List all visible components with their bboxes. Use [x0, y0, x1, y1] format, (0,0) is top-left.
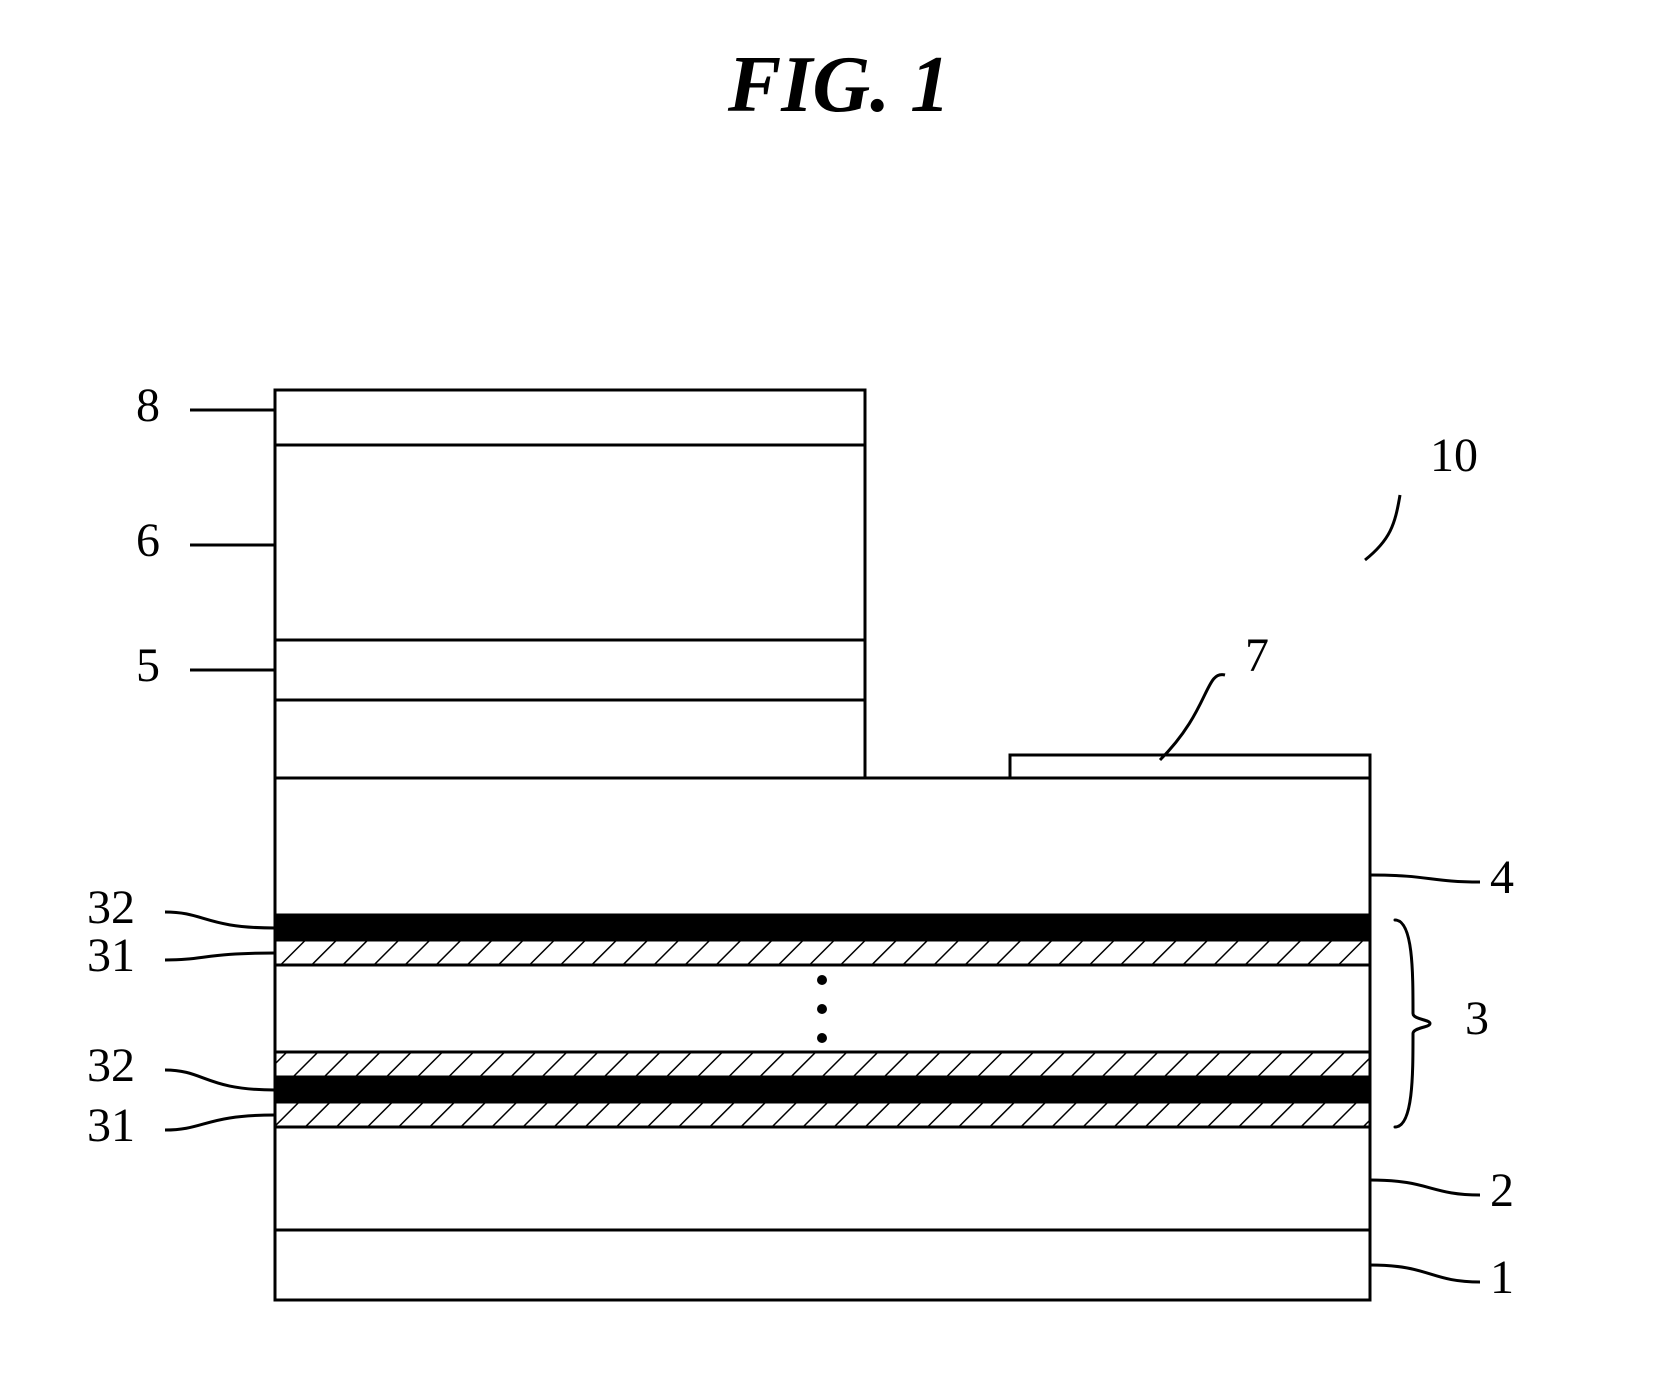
ellipsis-dot [817, 1033, 827, 1043]
layer-label-32u: 32 [87, 881, 135, 934]
layer-5 [275, 640, 865, 700]
layer-1 [275, 1230, 1370, 1300]
mesa-step [275, 700, 865, 778]
leader-hook-10 [1365, 495, 1400, 560]
figure-page: { "figure": { "title": "FIG. 1", "title_… [0, 0, 1678, 1379]
layer-label-4: 4 [1490, 851, 1514, 904]
layer-label-31l: 31 [87, 1099, 135, 1152]
layer-32-upper [275, 915, 1370, 940]
layer-31-upper [275, 940, 1370, 965]
layer-label-31u: 31 [87, 929, 135, 982]
region-label-3: 3 [1465, 992, 1489, 1045]
layer-2 [275, 1127, 1370, 1230]
layer-label-8: 8 [136, 379, 160, 432]
leader-line [165, 1070, 275, 1090]
assembly-label-10: 10 [1430, 429, 1478, 482]
layer-31-mid [275, 1052, 1370, 1077]
leader-line-7 [1160, 675, 1225, 760]
layer-label-7: 7 [1245, 629, 1269, 682]
layer-label-1: 1 [1490, 1251, 1514, 1304]
layer-31-lower [275, 1102, 1370, 1127]
layer-label-5: 5 [136, 639, 160, 692]
layer-4 [275, 778, 1370, 915]
layer-label-2: 2 [1490, 1164, 1514, 1217]
layer-6 [275, 445, 865, 640]
ellipsis-dot [817, 1004, 827, 1014]
leader-line [165, 1115, 275, 1130]
figure-diagram: 865323132314217103 [0, 0, 1678, 1379]
layer-label-32l: 32 [87, 1039, 135, 1092]
leader-line [165, 912, 275, 928]
layer-label-6: 6 [136, 514, 160, 567]
layer-8 [275, 390, 865, 445]
leader-line [1370, 1265, 1480, 1282]
brace-region-3 [1395, 920, 1430, 1127]
layer-32-lower [275, 1077, 1370, 1102]
ellipsis-dot [817, 975, 827, 985]
layer-7-pad [1010, 755, 1370, 778]
leader-line [1370, 1180, 1480, 1195]
leader-line [1370, 875, 1480, 882]
leader-line [165, 953, 275, 960]
